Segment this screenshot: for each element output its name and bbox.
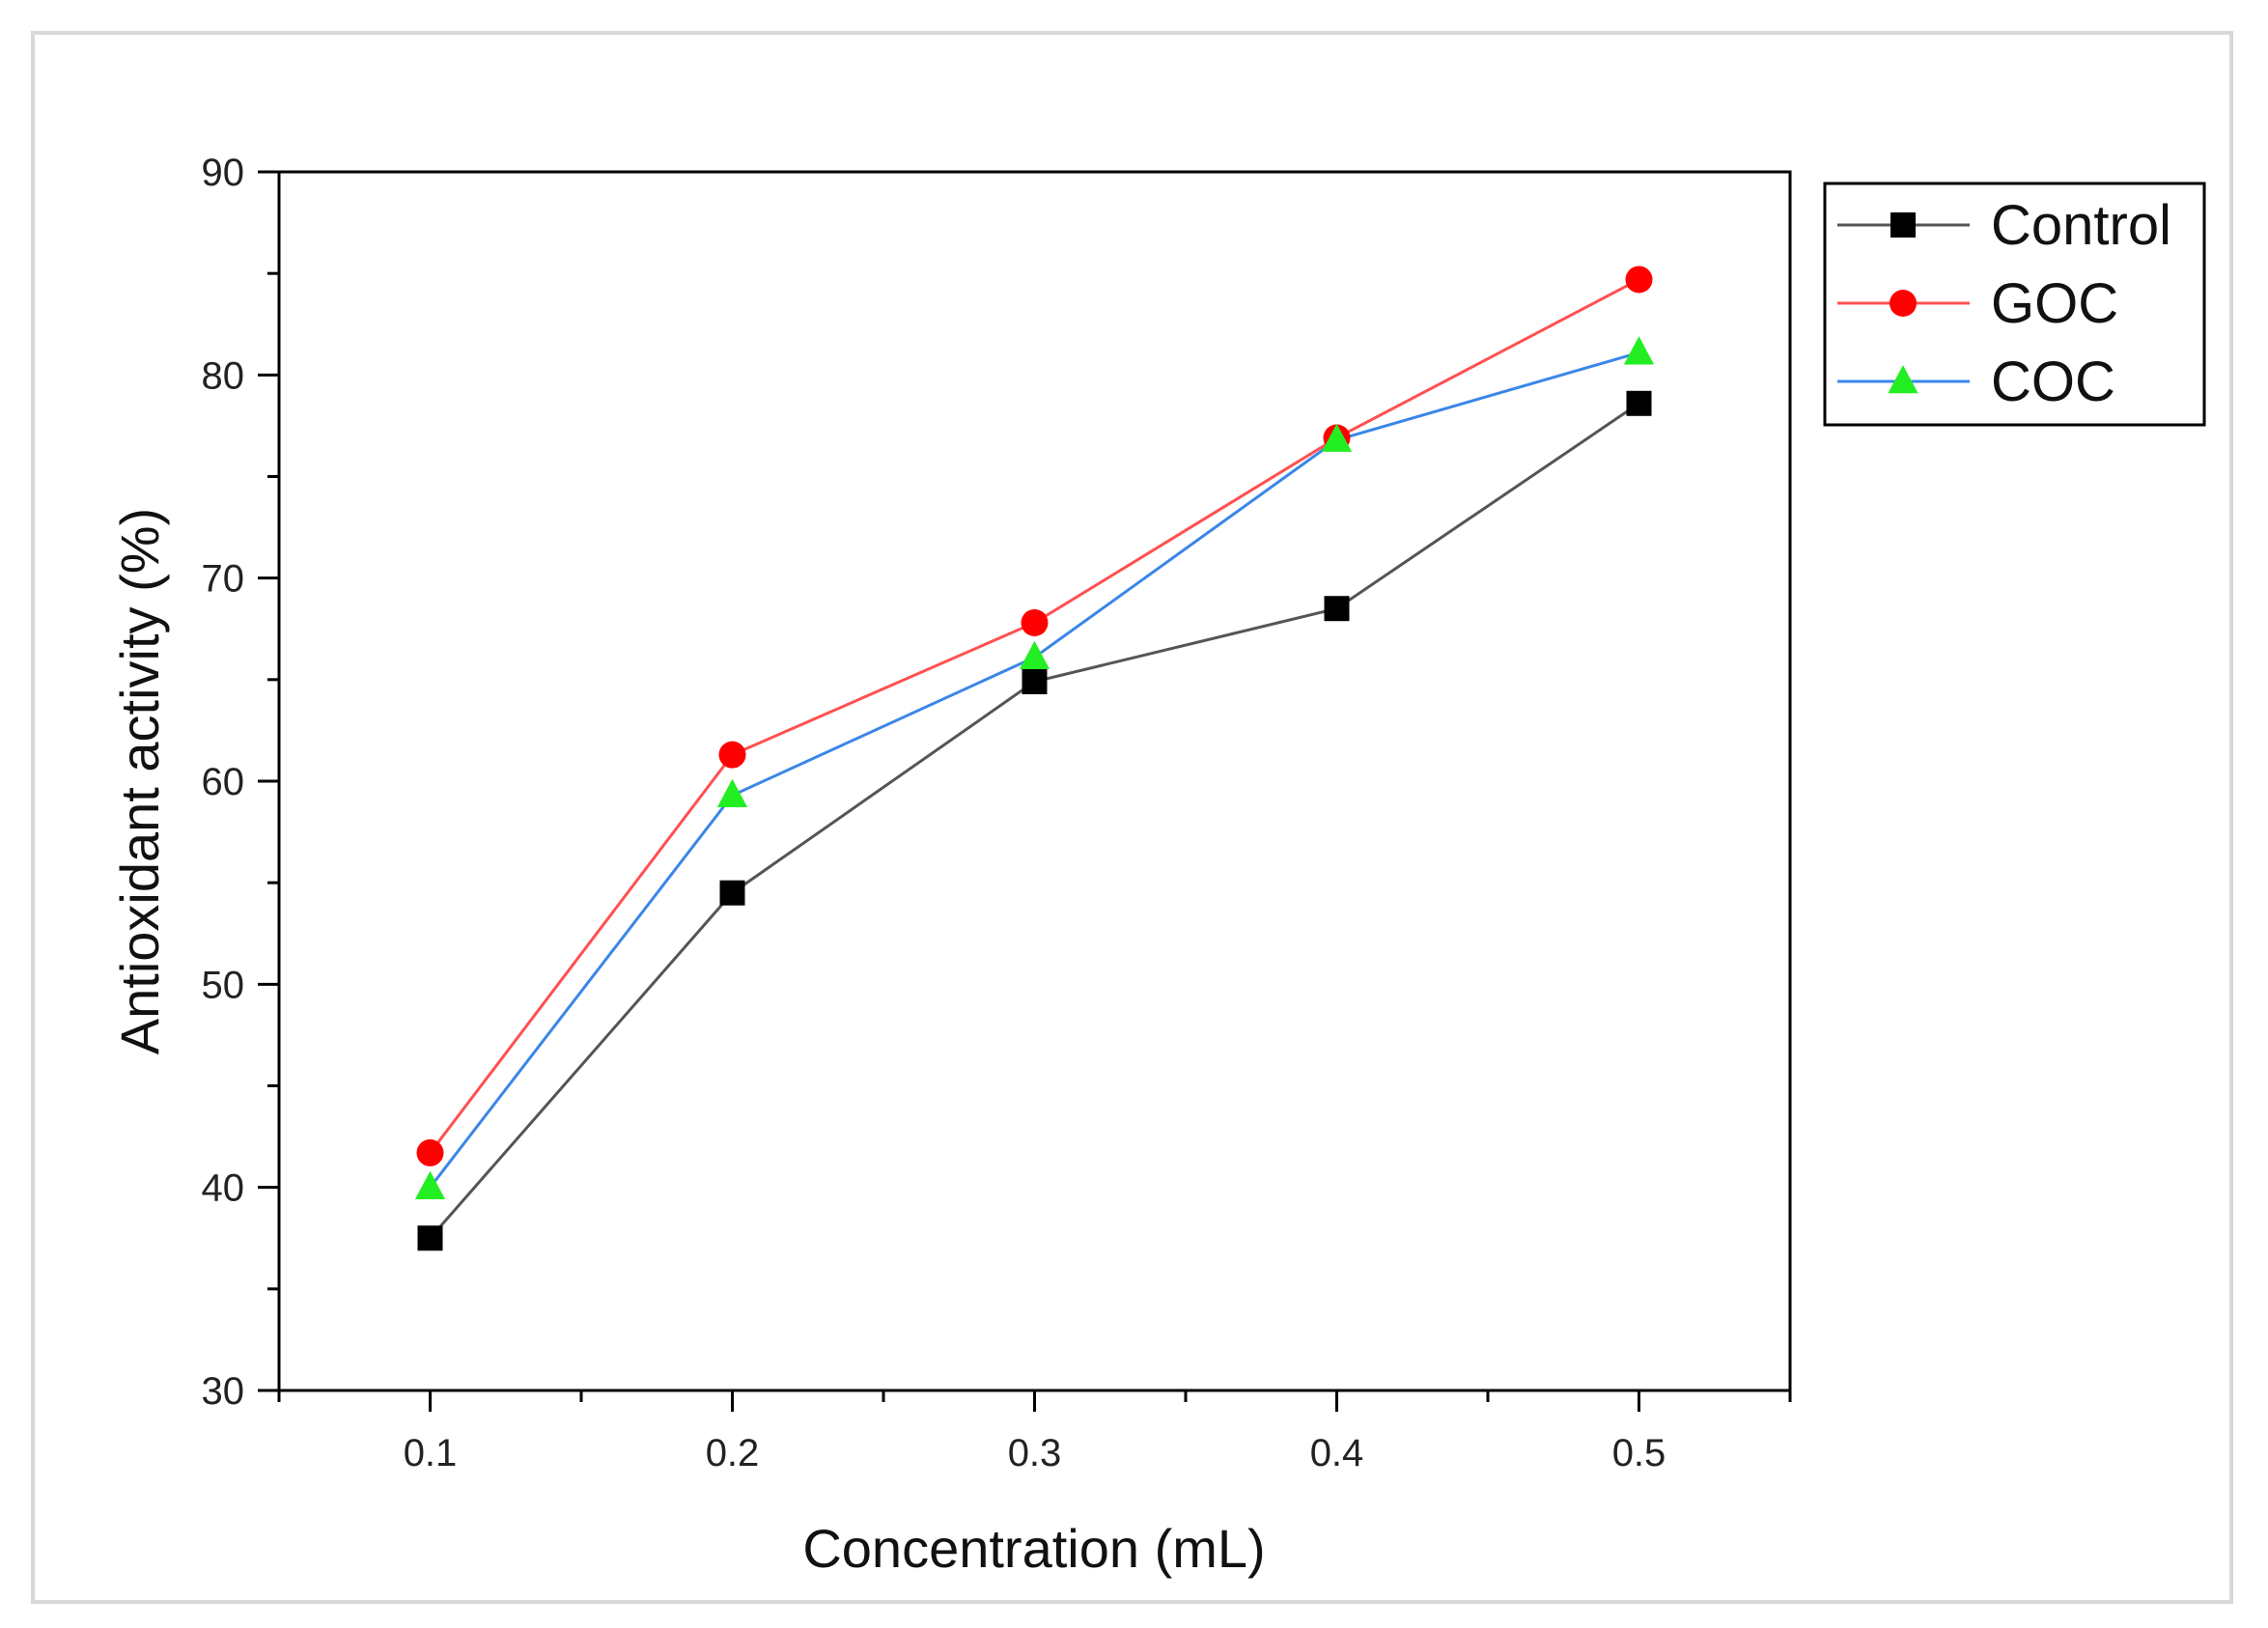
data-point-coc	[1019, 640, 1050, 669]
legend-label-control: Control	[1991, 194, 2171, 257]
data-point-coc	[414, 1170, 446, 1199]
legend-marker-coc	[1888, 365, 1918, 394]
x-tick-label: 0.1	[404, 1432, 458, 1474]
y-axis-title: Antioxidant activity (%)	[109, 508, 170, 1054]
y-tick-label: 60	[202, 761, 245, 803]
data-point-coc	[716, 778, 748, 808]
data-point-goc	[718, 741, 746, 769]
data-point-control	[417, 1225, 443, 1251]
x-tick-label: 0.5	[1612, 1432, 1666, 1474]
data-point-control	[1626, 390, 1652, 416]
x-axis: 0.1 0.2 0.3 0.4 0.5	[277, 1390, 1792, 1474]
x-axis-title: Concentration (mL)	[802, 1518, 1265, 1579]
legend-label-goc: GOC	[1991, 272, 2118, 335]
data-point-coc	[1623, 336, 1655, 365]
y-tick-label: 70	[202, 558, 245, 601]
legend-marker-goc	[1890, 290, 1917, 317]
data-point-control	[1022, 668, 1048, 694]
data-point-control	[719, 880, 745, 906]
data-point-coc	[1321, 423, 1353, 452]
y-tick-label: 50	[202, 964, 245, 1006]
x-tick-label: 0.2	[706, 1432, 760, 1474]
x-tick-label: 0.4	[1310, 1432, 1364, 1474]
data-point-goc	[1625, 266, 1653, 294]
y-tick-label: 40	[202, 1167, 245, 1210]
y-axis: 30 40 50 60 70 80 90	[202, 152, 279, 1413]
y-tick-label: 30	[202, 1370, 245, 1413]
data-point-goc	[1021, 608, 1049, 636]
y-tick-label: 90	[202, 152, 245, 194]
legend-label-coc: COC	[1991, 351, 2115, 413]
legend-marker-control	[1890, 212, 1916, 238]
data-point-goc	[416, 1138, 444, 1166]
x-tick-label: 0.3	[1008, 1432, 1062, 1474]
data-point-control	[1324, 596, 1350, 622]
plot-area	[277, 170, 1792, 1392]
series-markers	[414, 266, 1655, 1251]
y-tick-label: 80	[202, 354, 245, 397]
legend: Control GOC COC	[1823, 182, 2206, 427]
